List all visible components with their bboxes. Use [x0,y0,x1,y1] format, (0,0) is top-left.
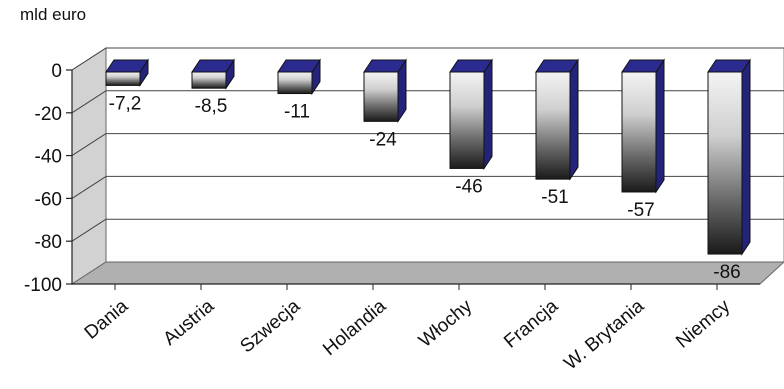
y-tick-label: -20 [35,104,62,125]
bar [449,71,485,169]
chart-floor [70,261,784,285]
bar [707,71,743,255]
gridline-side [71,90,107,114]
bar-side [569,58,579,181]
x-tick-label: Holandia [319,295,390,360]
data-label: -7,2 [109,93,142,114]
data-label: -86 [713,262,740,283]
side-wall [71,47,107,285]
x-tick-label: Szwecja [237,295,305,357]
bar-top [621,59,665,73]
unit-label: mld euro [20,5,86,24]
x-tick-label: Dania [81,295,133,343]
x-tick-label: Włochy [415,295,477,351]
bar [105,71,141,86]
bar-top [363,59,407,73]
data-label: -51 [541,187,568,208]
y-tick-label: -80 [35,232,62,253]
bar-top [105,59,149,73]
bar-side [655,58,665,194]
gridline-side [71,175,107,199]
x-tick-label: Francja [500,295,562,352]
data-label: -24 [369,129,397,150]
bar [621,71,657,193]
y-tick-label: -40 [35,147,62,168]
x-tick-label: W. Brytania [560,295,648,374]
x-tick-label: Niemcy [672,295,734,352]
data-label: -46 [455,176,482,197]
data-label: -57 [627,200,654,221]
y-tick-label: -100 [24,275,62,296]
bar [535,71,571,180]
y-tick-label: 0 [51,61,62,82]
bar [277,71,313,95]
bar [363,71,399,122]
bar-top [707,59,751,73]
bar-top [277,59,321,73]
gridline-side [71,133,107,157]
data-label: -8,5 [195,96,228,117]
bar-top [449,59,493,73]
bar-top [535,59,579,73]
data-label: -11 [284,102,310,123]
gridline-side [71,47,107,71]
bar-side [741,58,751,256]
bar-top [191,59,235,73]
bar-side [483,58,493,171]
x-tick-label: Austria [159,295,218,349]
bar [191,71,227,89]
y-tick-label: -60 [35,189,62,210]
gridline-side [71,218,107,242]
